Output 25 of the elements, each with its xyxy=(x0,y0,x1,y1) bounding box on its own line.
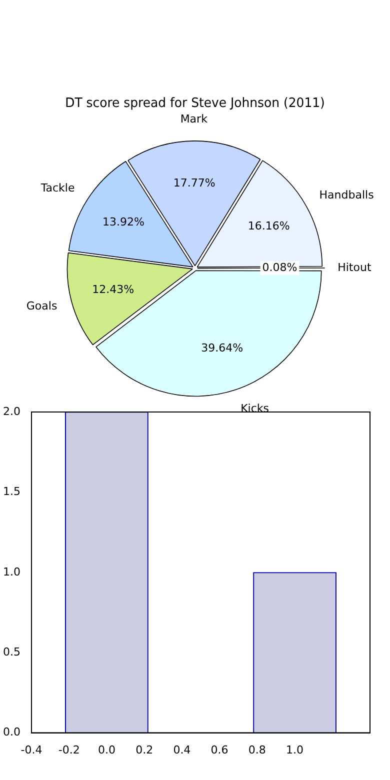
x-tick-label: -0.2 xyxy=(58,743,80,756)
y-tick-label: 0.5 xyxy=(2,645,20,658)
data-label: 39.64% xyxy=(201,341,244,354)
x-tick-label: 0.6 xyxy=(210,743,228,756)
y-tick-label: 0.0 xyxy=(2,726,20,739)
slice-label: Goals xyxy=(26,299,58,312)
x-tick-label: 0.8 xyxy=(248,743,266,756)
data-label: 13.92% xyxy=(102,216,144,229)
data-label: 0.08% xyxy=(262,260,298,274)
y-tick-label: 1.0 xyxy=(2,565,20,578)
x-tick-label: 1.0 xyxy=(286,743,304,756)
data-label: 16.16% xyxy=(248,220,290,233)
x-tick-label: -0.4 xyxy=(20,743,42,756)
y-tick-label: 2.0 xyxy=(2,404,20,418)
chart-title: DT score spread for Steve Johnson (2011) xyxy=(65,96,325,112)
slice-label: Mark xyxy=(180,112,208,126)
y-tick-label: 1.5 xyxy=(2,485,20,498)
slice-label: Tackle xyxy=(40,181,75,194)
x-tick-label: 0.2 xyxy=(136,743,154,756)
data-label: 12.43% xyxy=(92,282,134,296)
x-tick-label: 0.4 xyxy=(173,743,191,756)
slice-label: Handballs xyxy=(319,188,374,202)
slice-label: Hitout xyxy=(338,260,372,274)
data-label: 17.77% xyxy=(173,176,216,190)
x-tick-label: 0.0 xyxy=(98,743,116,756)
